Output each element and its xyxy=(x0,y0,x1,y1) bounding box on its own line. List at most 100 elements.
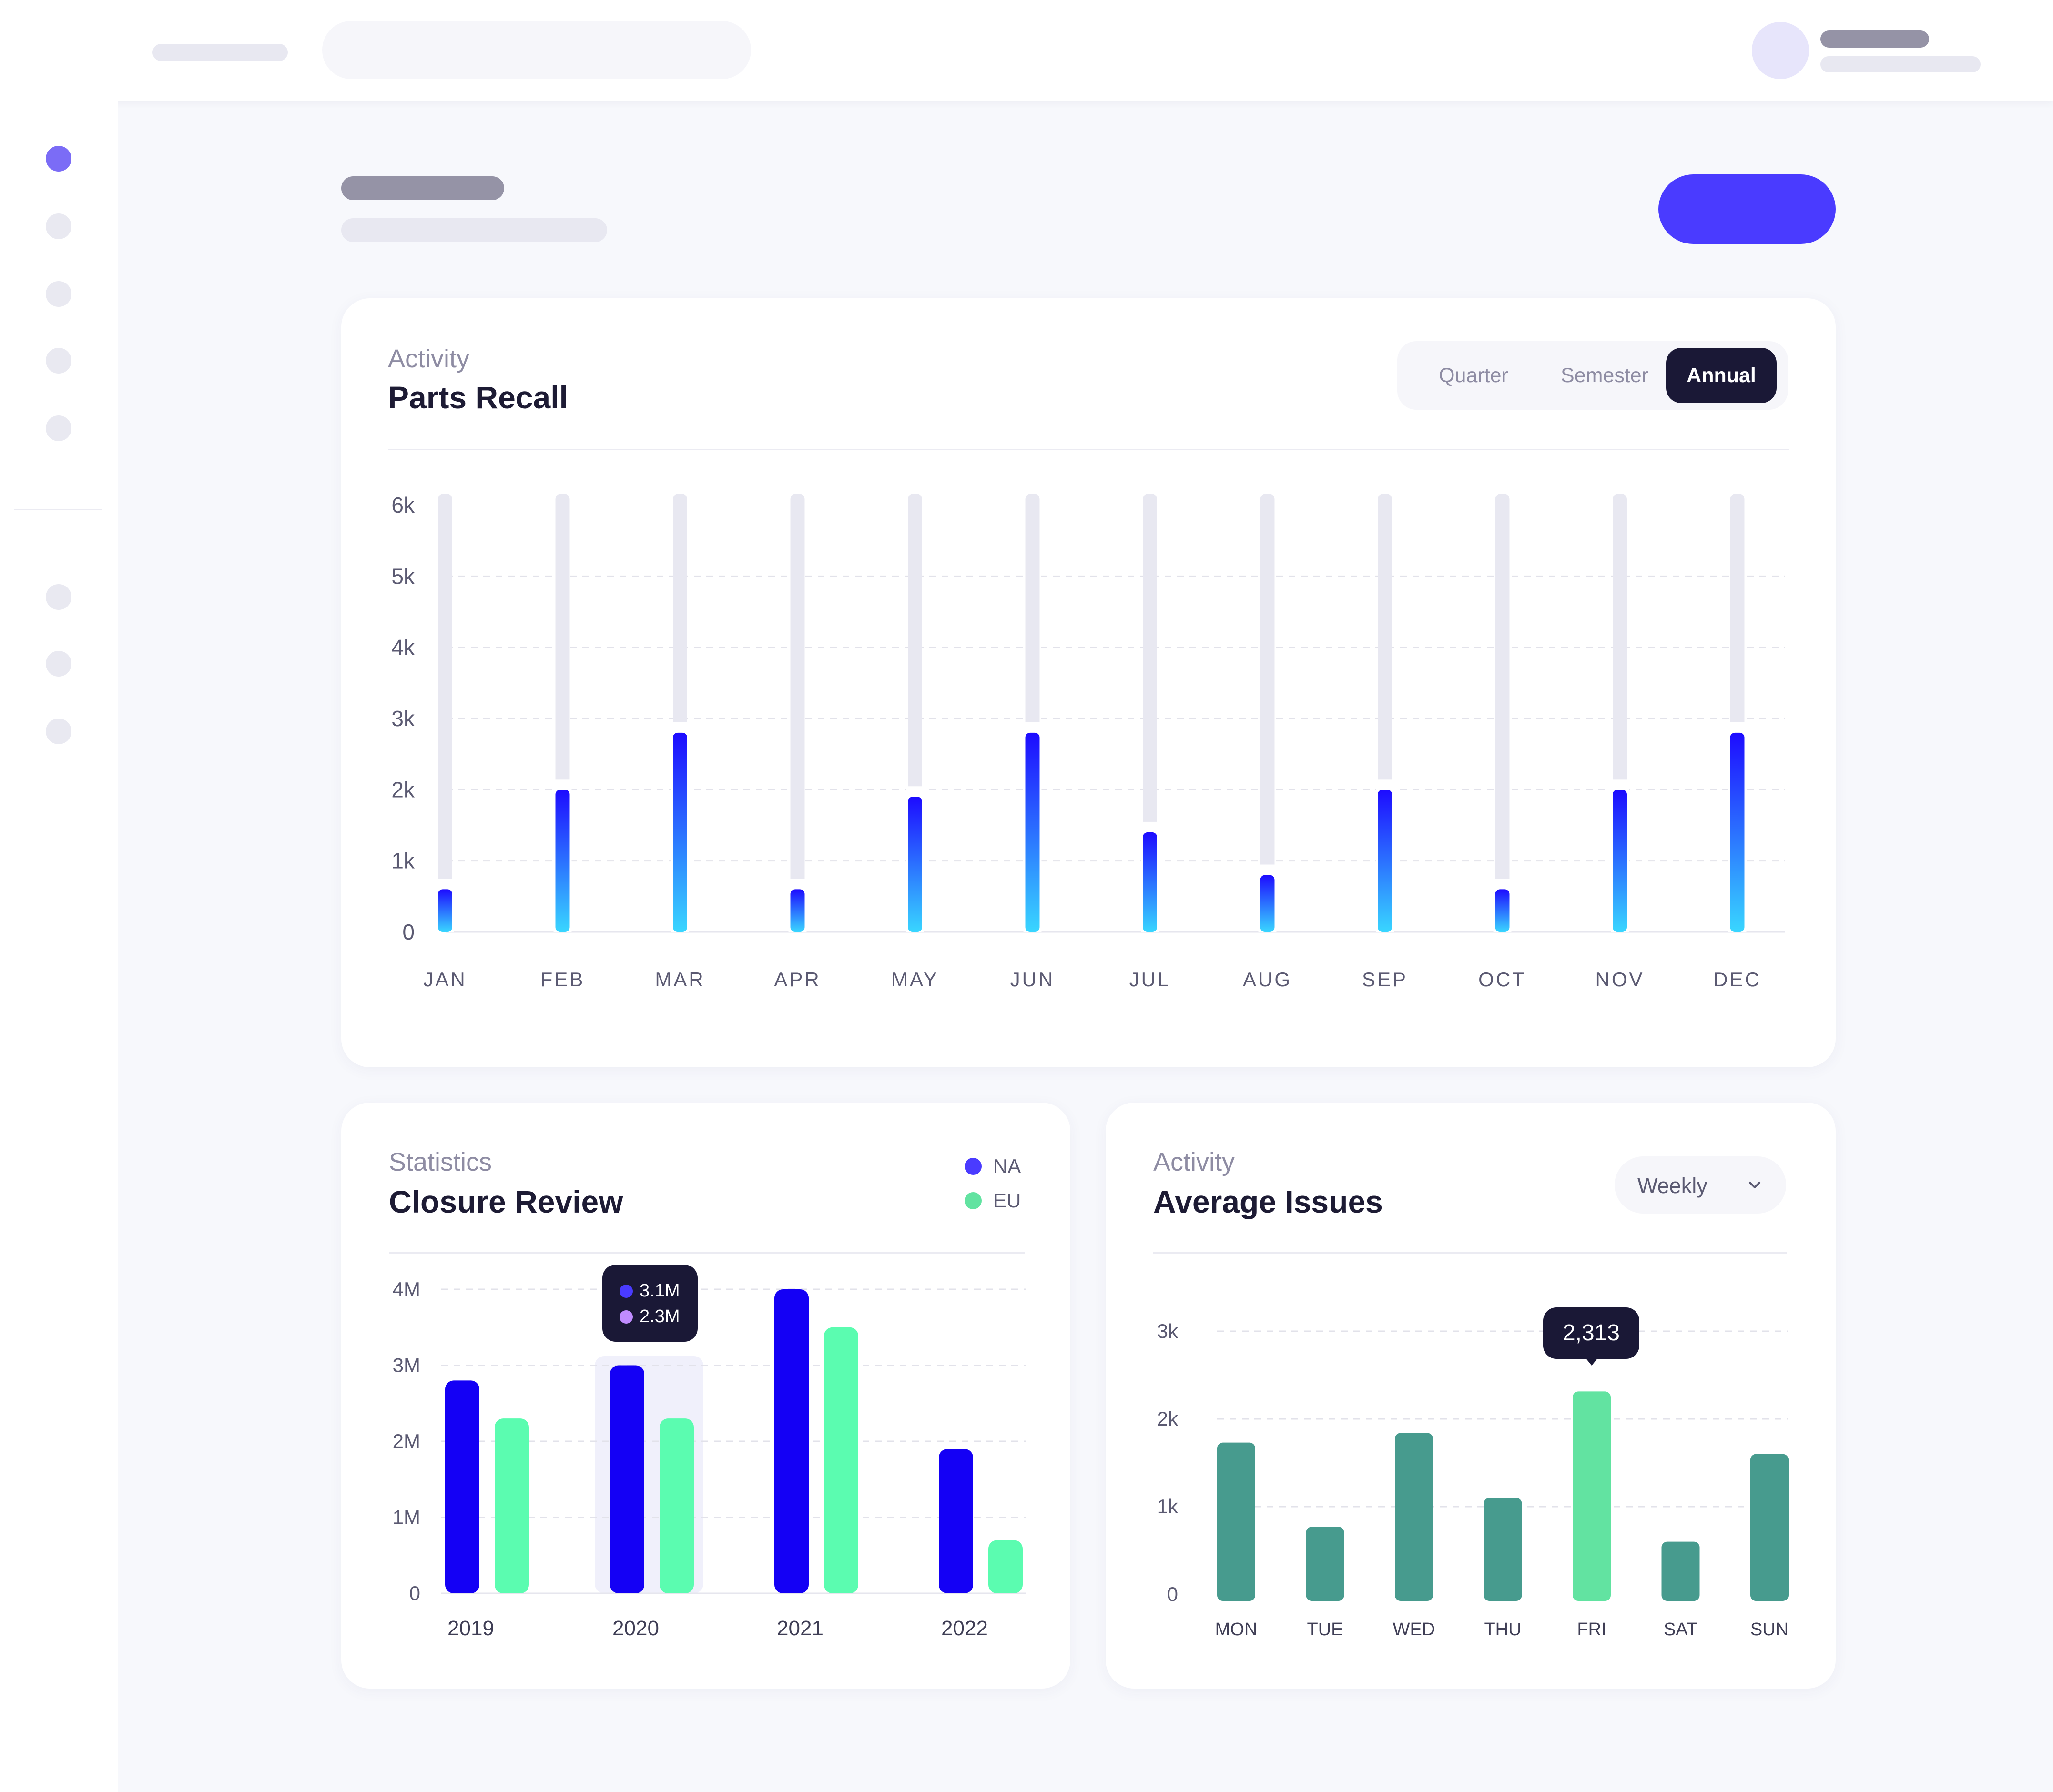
x-tick-label: 2022 xyxy=(941,1617,988,1640)
x-tick-label: 2019 xyxy=(447,1617,494,1640)
nav-icon-2[interactable] xyxy=(46,213,71,239)
average-issues-divider xyxy=(1153,1252,1787,1254)
na-bar xyxy=(939,1448,973,1593)
eu-bar xyxy=(495,1418,529,1593)
x-tick-label: SAT xyxy=(1664,1620,1697,1640)
x-tick-label: MAY xyxy=(891,968,939,991)
parts-recall-card xyxy=(341,298,1836,1067)
bar-track xyxy=(1495,494,1510,932)
period-selector: Quarter Semester Annual xyxy=(1397,341,1788,410)
legend-na-label: NA xyxy=(993,1155,1021,1177)
legend-eu-icon xyxy=(965,1192,982,1209)
bar xyxy=(555,790,570,932)
bar-track xyxy=(438,494,452,932)
x-tick-label: FEB xyxy=(540,968,585,991)
bar xyxy=(790,889,805,932)
legend-eu-label: EU xyxy=(993,1189,1021,1212)
average-issues-tooltip: 2,313 xyxy=(1543,1307,1639,1366)
closure-review-divider xyxy=(389,1252,1025,1254)
chevron-down-icon xyxy=(1749,1182,1760,1188)
primary-action-button[interactable] xyxy=(1658,174,1836,244)
tab-semester[interactable]: Semester xyxy=(1560,364,1648,387)
user-avatar-icon[interactable] xyxy=(1752,22,1809,79)
tab-quarter[interactable]: Quarter xyxy=(1439,364,1508,387)
bar xyxy=(1306,1527,1344,1601)
x-tick-label: JUL xyxy=(1129,968,1171,991)
closure-review-chart: 0 1M 2M 3M 4M 2019 2020 2021 2022 xyxy=(393,1278,1026,1640)
logo-placeholder xyxy=(152,44,288,61)
bar xyxy=(438,889,452,932)
y-tick-label: 3M xyxy=(393,1354,420,1377)
tooltip-pointer xyxy=(1583,1355,1600,1366)
average-issues-tooltip-value: 2,313 xyxy=(1562,1320,1620,1346)
bar xyxy=(1495,889,1510,932)
eu-bar xyxy=(660,1418,694,1593)
user-role-placeholder xyxy=(1820,56,1981,72)
x-tick-label: SUN xyxy=(1750,1620,1789,1640)
period-dropdown-label: Weekly xyxy=(1637,1174,1707,1198)
parts-recall-title: Parts Recall xyxy=(388,380,568,415)
closure-review-tooltip: 3.1M 2.3M xyxy=(602,1265,698,1342)
x-tick-label: THU xyxy=(1484,1620,1521,1640)
y-tick-label: 0 xyxy=(409,1582,420,1604)
na-bar xyxy=(445,1380,479,1593)
tooltip-eu-value: 2.3M xyxy=(640,1306,680,1326)
bar xyxy=(1217,1442,1255,1601)
na-bar xyxy=(610,1365,644,1593)
bar xyxy=(1661,1541,1700,1601)
y-tick-label: 5k xyxy=(391,564,415,588)
user-name-placeholder xyxy=(1820,30,1929,48)
eu-bar xyxy=(988,1540,1023,1593)
nav-icon-3[interactable] xyxy=(46,281,71,307)
y-tick-label: 4M xyxy=(393,1278,420,1300)
y-tick-label: 2k xyxy=(1157,1407,1179,1430)
x-tick-label: MAR xyxy=(655,968,705,991)
x-tick-label: 2020 xyxy=(612,1617,659,1640)
closure-review-title: Closure Review xyxy=(389,1184,623,1219)
y-tick-label: 0 xyxy=(402,920,415,944)
bar xyxy=(1395,1433,1433,1601)
period-dropdown[interactable]: Weekly xyxy=(1615,1156,1786,1214)
nav-icon-7[interactable] xyxy=(46,651,71,677)
bar xyxy=(908,797,922,932)
nav-icon-6[interactable] xyxy=(46,584,71,610)
bar-track xyxy=(790,494,805,932)
parts-recall-chart: 0 1k 2k 3k 4k 5k 6k JAN FEB MAR APR MAY JUN JUL AUG SEP… xyxy=(391,493,1785,991)
y-tick-label: 3k xyxy=(1157,1320,1179,1342)
na-bar xyxy=(774,1289,809,1593)
search-input[interactable] xyxy=(322,21,751,79)
x-tick-label: NOV xyxy=(1595,968,1644,991)
tooltip-na-value: 3.1M xyxy=(640,1281,680,1301)
x-tick-label: JUN xyxy=(1010,968,1055,991)
sidebar xyxy=(0,101,118,1792)
tab-annual[interactable]: Annual xyxy=(1666,348,1777,403)
average-issues-subtitle: Activity xyxy=(1153,1148,1235,1176)
y-tick-label: 4k xyxy=(391,635,415,660)
bar xyxy=(1025,732,1040,932)
nav-icon-4[interactable] xyxy=(46,348,71,374)
x-tick-label: SEP xyxy=(1362,968,1408,991)
page-title-placeholder xyxy=(341,176,504,200)
y-tick-label: 6k xyxy=(391,493,415,517)
nav-icon-5[interactable] xyxy=(46,415,71,441)
x-tick-label: DEC xyxy=(1713,968,1761,991)
bar xyxy=(1260,875,1275,932)
x-tick-label: TUE xyxy=(1307,1620,1343,1640)
legend-na-icon xyxy=(965,1158,982,1175)
x-tick-label: FRI xyxy=(1577,1620,1606,1640)
x-tick-label: WED xyxy=(1393,1620,1435,1640)
x-tick-label: 2021 xyxy=(777,1617,823,1640)
bar-track xyxy=(1260,494,1275,932)
y-tick-label: 2k xyxy=(391,777,415,802)
bar xyxy=(1750,1454,1789,1601)
bar xyxy=(1730,732,1745,932)
nav-icon-1[interactable] xyxy=(46,146,71,172)
x-tick-label: JAN xyxy=(423,968,467,991)
average-issues-chart: 0 1k 2k 3k MON TUE WED THU FRI SAT SUN xyxy=(1157,1320,1789,1640)
nav-icon-8[interactable] xyxy=(46,719,71,744)
eu-bar xyxy=(824,1327,858,1593)
sidebar-divider xyxy=(14,509,102,510)
y-tick-label: 1k xyxy=(1157,1495,1179,1518)
x-tick-label: AUG xyxy=(1243,968,1292,991)
y-tick-label: 2M xyxy=(393,1430,420,1452)
